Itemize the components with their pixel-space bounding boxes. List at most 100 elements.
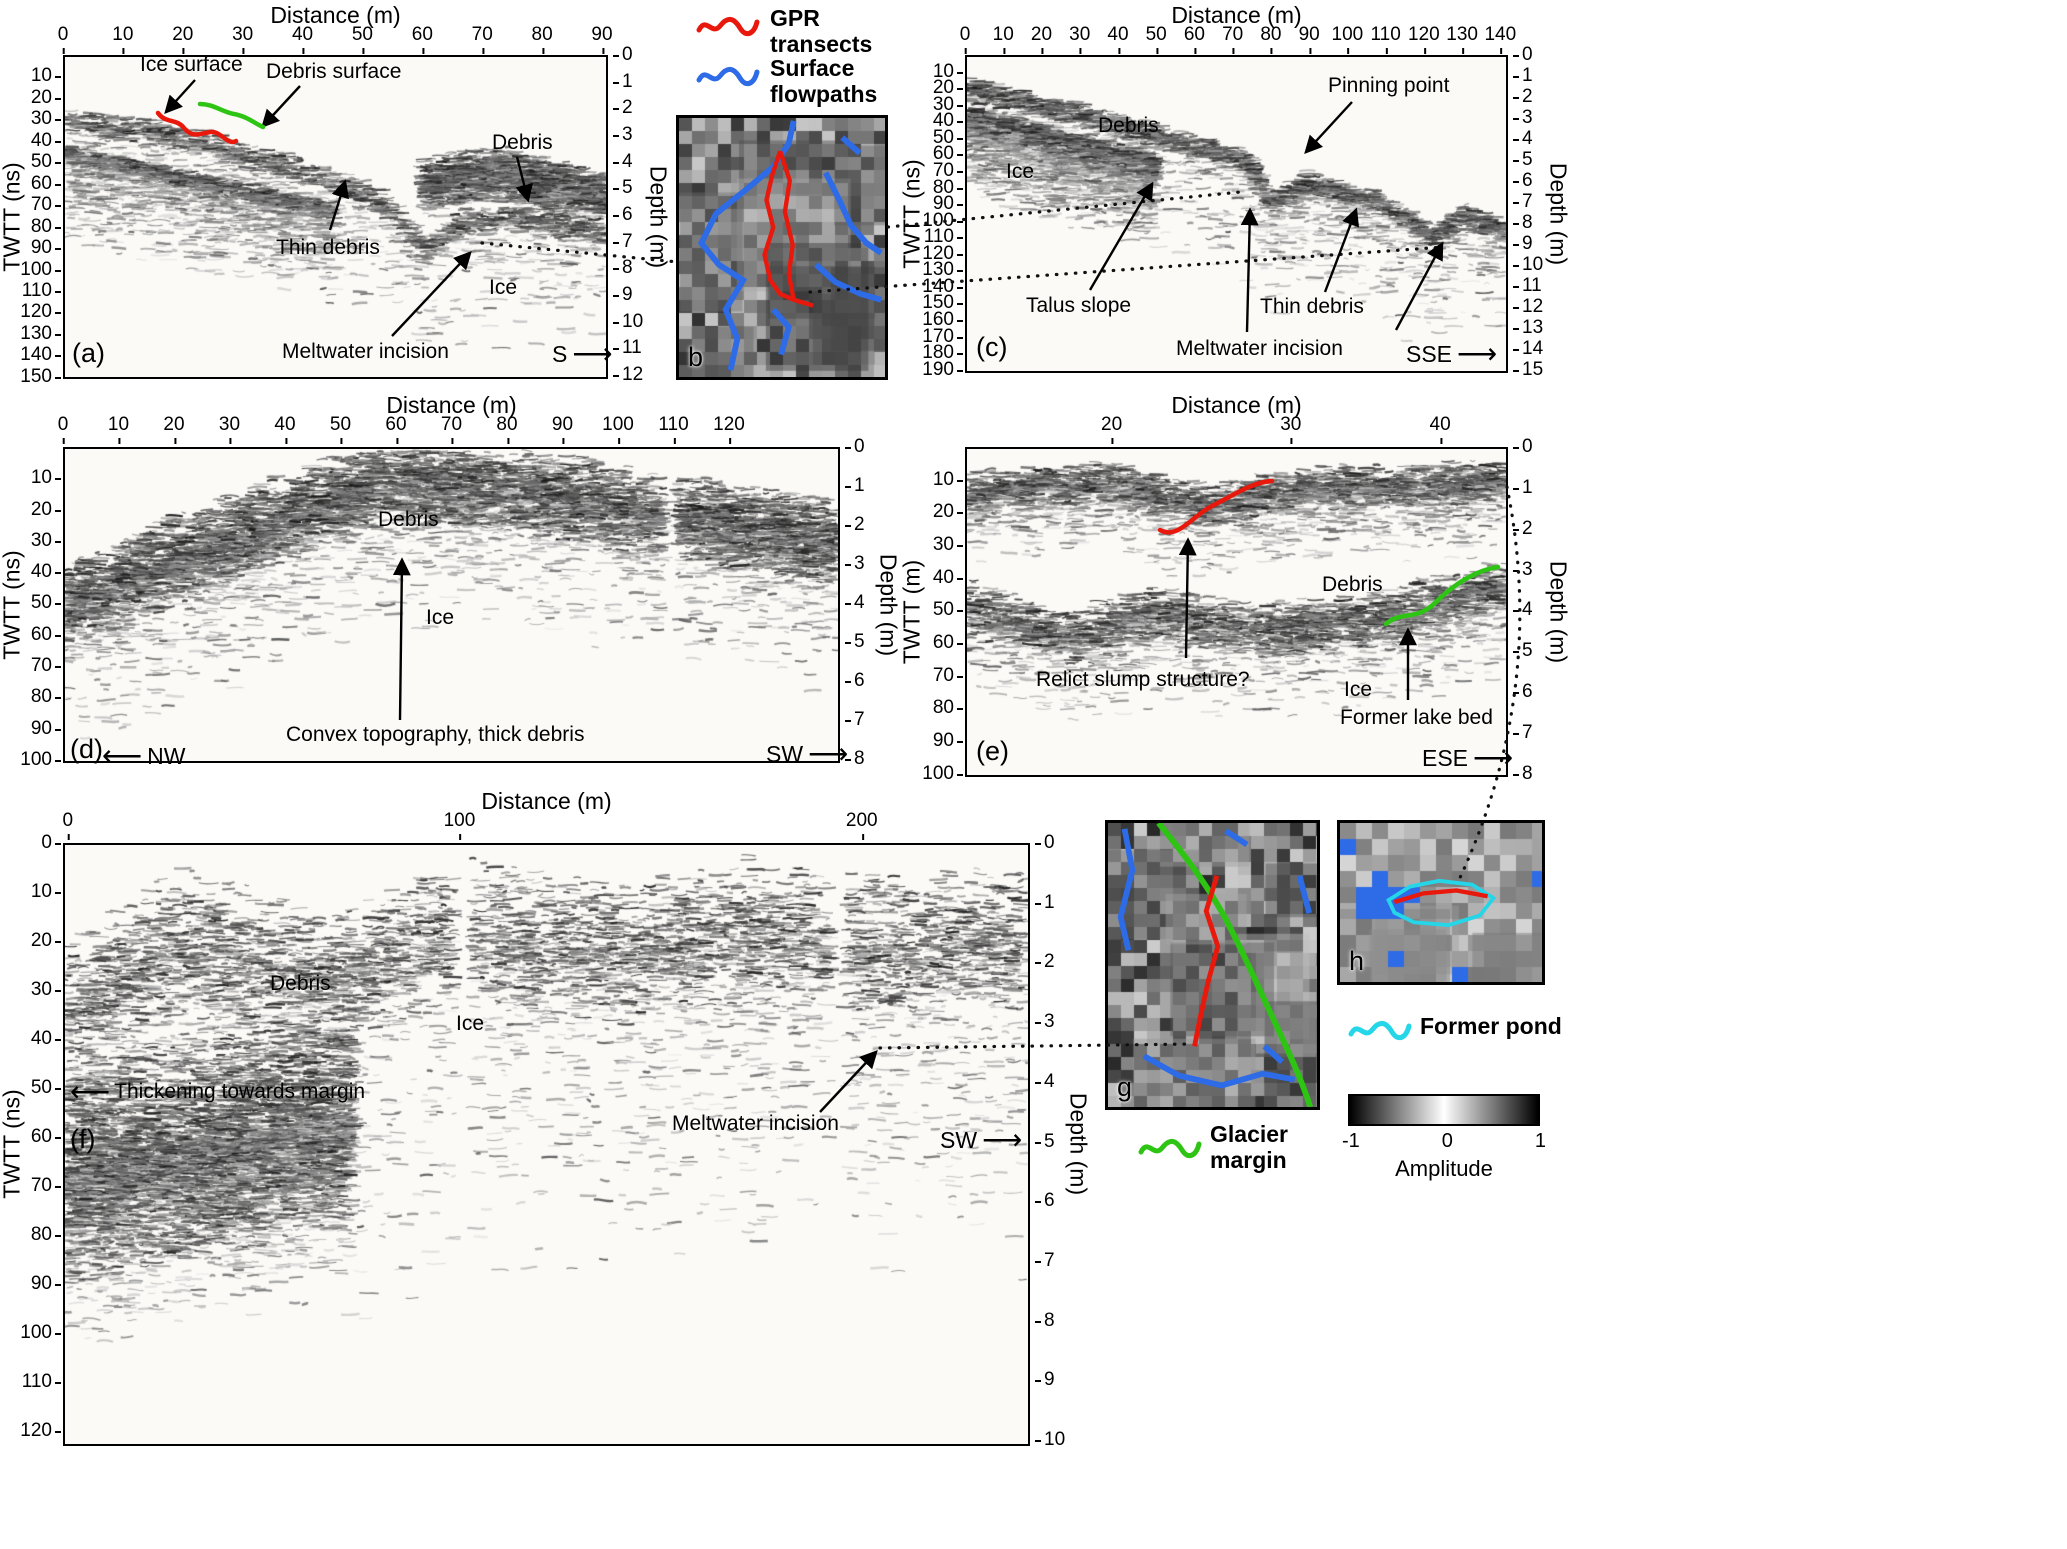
annotation-debris-surface: Debris surface bbox=[266, 60, 402, 83]
tick-label: 70 bbox=[30, 1175, 62, 1197]
direction-text: NW bbox=[147, 742, 186, 769]
panel-d-depth-ticks: 0 1 2 3 4 5 6 7 8 bbox=[844, 436, 876, 769]
tick-label: 10 bbox=[30, 467, 62, 489]
panel-f-direction: SW ⟶ bbox=[940, 1126, 1022, 1154]
tick-label: 0 bbox=[57, 414, 69, 444]
tick-label: 1 bbox=[1513, 64, 1533, 86]
tick-label: 0 bbox=[1513, 436, 1533, 457]
annotation-thickening: ⟵ Thickening towards margin bbox=[70, 1078, 365, 1106]
panel-a-twtt-ticks: 10 20 30 40 50 60 70 80 90 100 110 120 130 140 150 bbox=[18, 55, 62, 387]
tick-label: 20 bbox=[1030, 24, 1053, 54]
tick-label: 20 bbox=[932, 77, 964, 99]
inset-h-overlay bbox=[1386, 878, 1497, 928]
panel-d-twtt-title: TWTT (ns) bbox=[0, 550, 25, 660]
tick-label: 60 bbox=[932, 143, 964, 165]
annotation-pinning-point: Pinning point bbox=[1328, 74, 1450, 97]
tick-label: 40 bbox=[932, 566, 964, 588]
legend-surface-flowpaths: Surface flowpaths bbox=[770, 55, 878, 107]
panel-f-depth-title: Depth (m) bbox=[1065, 1092, 1092, 1196]
tick-label: 7 bbox=[613, 230, 633, 252]
annotation-debris-c: Debris bbox=[1098, 114, 1159, 137]
former-pond-outline bbox=[1386, 878, 1497, 928]
tick-label: 30 bbox=[932, 93, 964, 115]
tick-label: 150 bbox=[20, 365, 61, 387]
tick-label: 120 bbox=[1408, 24, 1440, 54]
tick-label: 0 bbox=[845, 436, 865, 457]
tick-label: 0 bbox=[62, 810, 74, 840]
tick-label: 90 bbox=[591, 24, 613, 54]
tick-label: 130 bbox=[1446, 24, 1478, 54]
tick-label: 4 bbox=[1513, 127, 1533, 149]
annotation-ice-a: Ice bbox=[489, 276, 518, 299]
tick-label: 3 bbox=[613, 124, 633, 145]
tick-label: 8 bbox=[613, 257, 633, 279]
tick-label: 7 bbox=[1513, 190, 1533, 212]
tick-label: 50 bbox=[932, 126, 964, 148]
tick-label: 180 bbox=[922, 342, 963, 364]
panel-a-label: (a) bbox=[72, 338, 105, 368]
flowpath-line bbox=[840, 135, 862, 156]
tick-label: 1 bbox=[1513, 476, 1533, 498]
tick-label: 8 bbox=[1513, 211, 1533, 233]
tick-label: 40 bbox=[274, 414, 296, 444]
legend-former-pond: Former pond bbox=[1420, 1013, 1562, 1039]
direction-arrow-icon: ⟶ bbox=[572, 338, 613, 369]
tick-label: 10 bbox=[30, 65, 62, 87]
tick-label: 0 bbox=[57, 24, 69, 54]
annotation-thin-debris-a: Thin debris bbox=[276, 236, 380, 259]
tick-label: 100 bbox=[20, 258, 61, 280]
tick-label: 30 bbox=[932, 534, 964, 556]
panel-c-direction: SSE ⟶ bbox=[1406, 340, 1497, 368]
tick-label: 90 bbox=[932, 730, 964, 752]
inset-map-h bbox=[1337, 820, 1545, 985]
direction-text: S bbox=[552, 340, 568, 367]
tick-label: 70 bbox=[932, 159, 964, 181]
direction-arrow-icon: ⟵ bbox=[102, 740, 143, 771]
inset-g-overlay bbox=[1117, 823, 1313, 1107]
tick-label: 100 bbox=[602, 414, 634, 444]
tick-label: 2 bbox=[1513, 85, 1533, 107]
panel-a-direction: S ⟶ bbox=[552, 340, 612, 368]
tick-label: 60 bbox=[30, 172, 62, 194]
tick-label: 70 bbox=[932, 664, 964, 686]
annotation-ice-c: Ice bbox=[1006, 160, 1035, 183]
tick-label: 60 bbox=[932, 632, 964, 654]
tick-label: 30 bbox=[232, 24, 254, 54]
gpr-transect-line bbox=[1393, 888, 1489, 905]
panel-d-label: (d) bbox=[70, 734, 103, 764]
panel-d-direction-left: ⟵ NW bbox=[102, 742, 185, 770]
tick-label: 8 bbox=[845, 748, 865, 770]
tick-label: 1 bbox=[845, 475, 865, 496]
panel-d-x-axis-title: Distance (m) bbox=[386, 392, 517, 418]
tick-label: 5 bbox=[1513, 640, 1533, 662]
tick-label: 4 bbox=[1035, 1070, 1055, 1092]
tick-label: 1 bbox=[613, 70, 633, 92]
tick-label: 20 bbox=[30, 930, 62, 952]
tick-label: 6 bbox=[1035, 1190, 1055, 1212]
tick-label: 110 bbox=[21, 1371, 62, 1393]
direction-text: SSE bbox=[1406, 340, 1453, 367]
tick-label: 10 bbox=[107, 414, 130, 444]
panel-c-x-axis-ticks: 0 10 20 30 40 50 60 70 80 90 100 110 120 130 140 bbox=[960, 24, 1516, 54]
tick-label: 60 bbox=[411, 24, 433, 54]
tick-label: 90 bbox=[30, 717, 62, 739]
tick-label: 200 bbox=[845, 810, 878, 840]
flowpath-line bbox=[814, 262, 882, 303]
panel-c-depth-title: Depth (m) bbox=[1545, 162, 1572, 266]
panel-e-depth-title: Depth (m) bbox=[1545, 560, 1572, 664]
tick-label: 5 bbox=[845, 631, 865, 653]
tick-label: 30 bbox=[30, 529, 62, 551]
tick-label: 3 bbox=[1513, 106, 1533, 128]
tick-label: 20 bbox=[932, 501, 964, 523]
annotation-thin-debris-c: Thin debris bbox=[1260, 295, 1364, 318]
tick-label: 4 bbox=[613, 150, 633, 172]
inset-map-b bbox=[676, 115, 888, 380]
tick-label: 90 bbox=[551, 414, 574, 444]
tick-label: 150 bbox=[922, 292, 963, 314]
tick-label: 90 bbox=[30, 237, 62, 259]
tick-label: 11 bbox=[1513, 274, 1542, 296]
colorbar-mid: 0 bbox=[1441, 1130, 1453, 1152]
tick-label: 80 bbox=[30, 686, 62, 708]
panel-c-plot bbox=[965, 55, 1508, 373]
tick-label: 140 bbox=[20, 344, 61, 366]
